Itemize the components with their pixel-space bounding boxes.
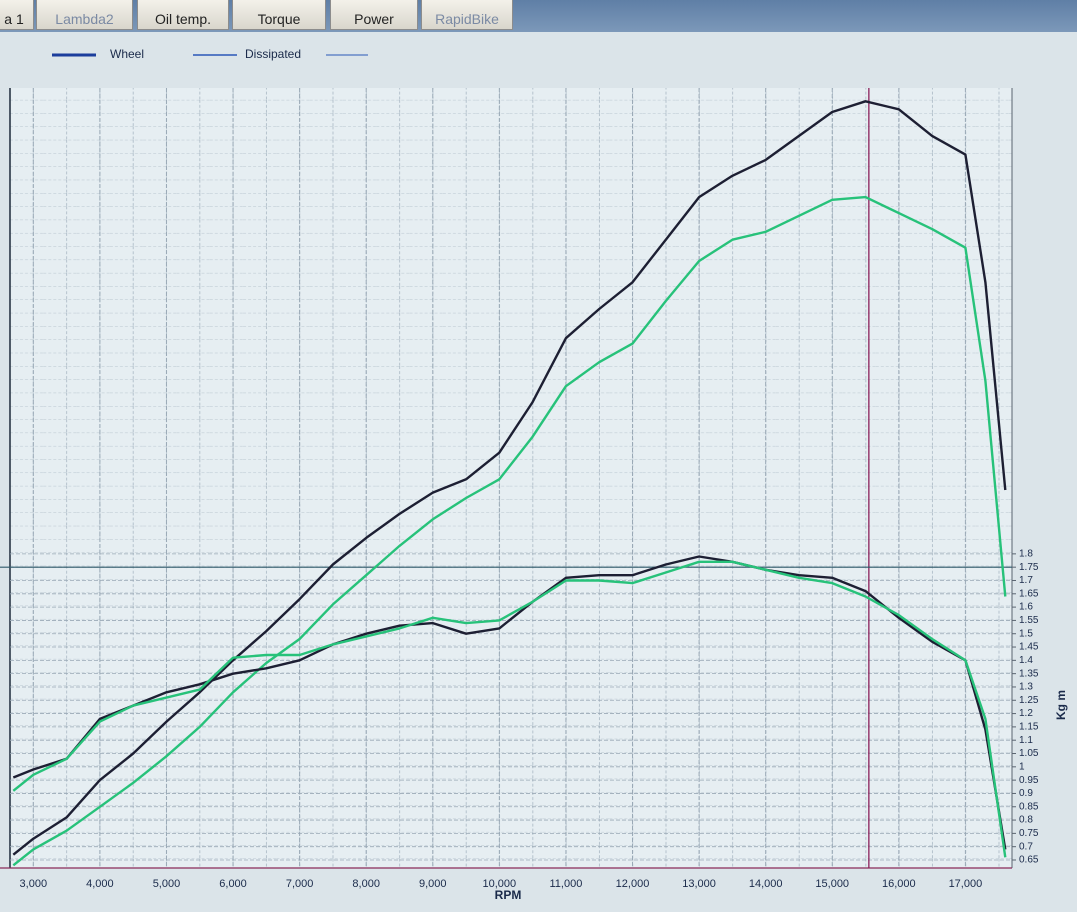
x-tick-label: 3,000: [20, 878, 48, 890]
x-axis-title: RPM: [495, 888, 522, 902]
x-tick-label: 12,000: [616, 878, 650, 890]
y-tick-label: 1.2: [1019, 708, 1033, 719]
tab[interactable]: Torque: [232, 0, 326, 30]
y-tick-label: 0.85: [1019, 801, 1039, 812]
legend-label: Wheel: [110, 47, 144, 61]
tab[interactable]: Oil temp.: [137, 0, 229, 30]
x-tick-label: 4,000: [86, 878, 114, 890]
y-tick-label: 1.05: [1019, 748, 1039, 759]
series-line: [12, 560, 1007, 858]
x-tick-label: 8,000: [352, 878, 380, 890]
x-tick-label: 17,000: [949, 878, 983, 890]
legend-label: Dissipated: [245, 47, 301, 61]
x-tick-label: 15,000: [815, 878, 849, 890]
y-axis-title: Kg m: [1054, 690, 1068, 720]
tab[interactable]: Power: [330, 0, 418, 30]
y-tick-label: 1.55: [1019, 615, 1039, 626]
y-tick-label: 0.75: [1019, 828, 1039, 839]
x-tick-label: 9,000: [419, 878, 447, 890]
series-line: [12, 100, 1007, 856]
y-tick-label: 1.75: [1019, 562, 1039, 573]
y-tick-label: 1.6: [1019, 602, 1033, 613]
y-tick-label: 1.15: [1019, 722, 1039, 733]
tab[interactable]: RapidBike: [421, 0, 513, 30]
x-tick-label: 5,000: [153, 878, 181, 890]
y-tick-label: 0.7: [1019, 841, 1033, 852]
y-tick-label: 0.95: [1019, 775, 1039, 786]
x-tick-label: 6,000: [219, 878, 247, 890]
y-tick-label: 1.3: [1019, 682, 1033, 693]
tab[interactable]: a 1: [0, 0, 34, 30]
series-line: [12, 555, 1007, 850]
series-line: [12, 195, 1007, 867]
y-tick-label: 1.65: [1019, 588, 1039, 599]
y-tick-label: 0.65: [1019, 855, 1039, 866]
x-tick-label: 11,000: [550, 878, 583, 890]
y-tick-label: 1.4: [1019, 655, 1033, 666]
tab[interactable]: Lambda2: [36, 0, 133, 30]
y-tick-label: 1.7: [1019, 575, 1033, 586]
x-tick-label: 7,000: [286, 878, 314, 890]
y-tick-label: 1.35: [1019, 668, 1039, 679]
y-tick-label: 1.1: [1019, 735, 1033, 746]
y-tick-label: 0.9: [1019, 788, 1033, 799]
x-tick-label: 14,000: [749, 878, 783, 890]
y-tick-label: 1: [1019, 761, 1025, 772]
x-tick-label: 13,000: [682, 878, 716, 890]
tab-bar: a 1 Lambda2 Oil temp. Torque Power RapidBike: [0, 0, 1077, 32]
y-tick-label: 1.25: [1019, 695, 1039, 706]
plot-lines: [12, 100, 1007, 867]
y-tick-label: 1.8: [1019, 549, 1033, 560]
y-tick-label: 1.45: [1019, 642, 1039, 653]
minor-grid: [10, 88, 1012, 868]
x-tick-label: 16,000: [882, 878, 916, 890]
x-tick-label: 10,000: [483, 878, 517, 890]
y-tick-label: 1.5: [1019, 628, 1033, 639]
y-tick-label: 0.8: [1019, 815, 1033, 826]
